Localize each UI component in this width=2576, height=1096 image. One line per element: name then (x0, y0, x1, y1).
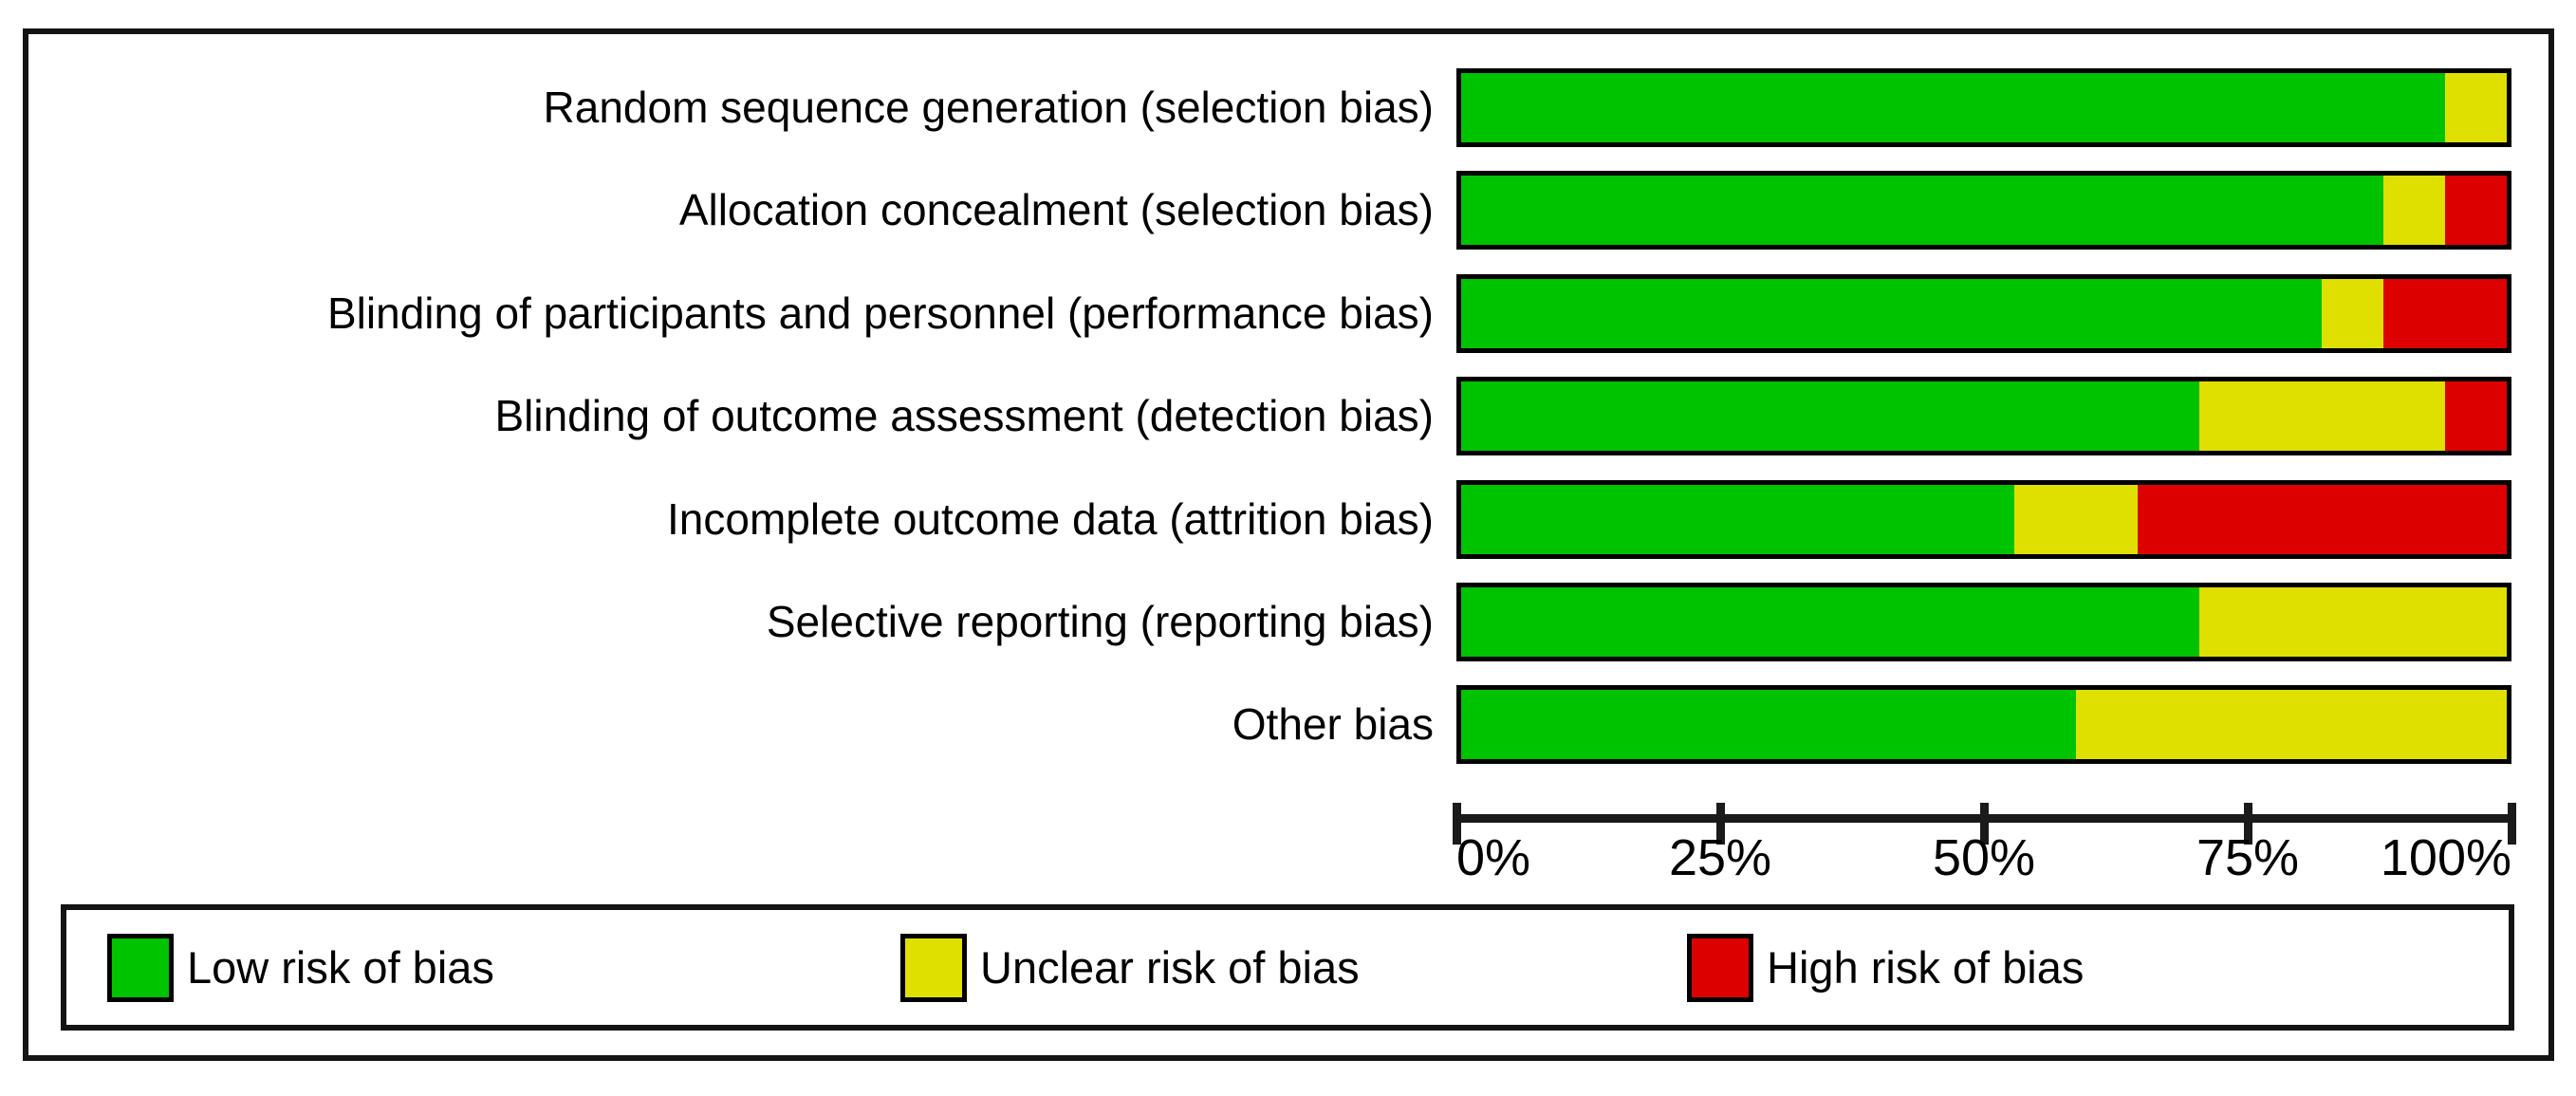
segment-low-risk-of-bias (1461, 176, 2383, 245)
category-label: Allocation concealment (selection bias) (678, 185, 1434, 234)
segment-unclear-risk-of-bias (2322, 279, 2384, 348)
legend-swatch-high-risk-of-bias (1687, 933, 1753, 1002)
segment-high-risk-of-bias (2444, 381, 2507, 451)
segment-unclear-risk-of-bias (2075, 690, 2507, 759)
category-label: Selective reporting (reporting bias) (766, 597, 1434, 646)
stacked-bar (1456, 377, 2511, 455)
x-axis-tick-label: 75% (2196, 829, 2300, 886)
x-axis-tick (2244, 803, 2252, 845)
x-axis-tick (1716, 803, 1725, 845)
stacked-bar (1456, 274, 2511, 353)
segment-high-risk-of-bias (2444, 176, 2507, 245)
stacked-bar (1456, 685, 2511, 764)
category-label: Random sequence generation (selection bi… (543, 83, 1434, 132)
segment-unclear-risk-of-bias (2444, 73, 2507, 142)
segment-unclear-risk-of-bias (2199, 587, 2507, 657)
segment-low-risk-of-bias (1461, 279, 2323, 348)
x-axis-tick-label: 50% (1932, 829, 2036, 886)
segment-unclear-risk-of-bias (2013, 485, 2138, 554)
legend-swatch-low-risk-of-bias (107, 933, 174, 1002)
legend-swatch-unclear-risk-of-bias (900, 933, 967, 1002)
legend-item: Low risk of bias (107, 933, 494, 1002)
segment-unclear-risk-of-bias (2382, 176, 2445, 245)
segment-low-risk-of-bias (1461, 485, 2014, 554)
segment-low-risk-of-bias (1461, 381, 2200, 451)
x-axis-tick-label: 100% (2380, 829, 2511, 886)
legend-item: High risk of bias (1687, 933, 2085, 1002)
x-axis-tick (1980, 803, 1989, 845)
x-axis-tick (2508, 803, 2516, 845)
x-axis-tick-label: 25% (1668, 829, 1772, 886)
segment-low-risk-of-bias (1461, 587, 2200, 657)
stacked-bar (1456, 480, 2511, 559)
category-label: Blinding of outcome assessment (detectio… (494, 391, 1434, 440)
category-label: Incomplete outcome data (attrition bias) (667, 494, 1434, 544)
legend: Low risk of bias Unclear risk of bias High… (61, 904, 2514, 1031)
segment-low-risk-of-bias (1461, 690, 2076, 759)
segment-high-risk-of-bias (2383, 279, 2507, 348)
segment-high-risk-of-bias (2137, 485, 2507, 554)
legend-label: Low risk of bias (187, 942, 494, 993)
legend-item: Unclear risk of bias (900, 933, 1360, 1002)
x-axis-tick (1453, 803, 1461, 845)
stacked-bar (1456, 68, 2511, 147)
x-axis-tick-label: 0% (1456, 829, 1531, 886)
stacked-bar (1456, 171, 2511, 250)
category-label: Blinding of participants and personnel (… (327, 288, 1434, 338)
category-label: Other bias (1232, 699, 1434, 749)
stacked-bar (1456, 583, 2511, 661)
legend-label: Unclear risk of bias (980, 942, 1360, 993)
segment-unclear-risk-of-bias (2199, 381, 2445, 451)
legend-label: High risk of bias (1767, 942, 2085, 993)
segment-low-risk-of-bias (1461, 73, 2445, 142)
